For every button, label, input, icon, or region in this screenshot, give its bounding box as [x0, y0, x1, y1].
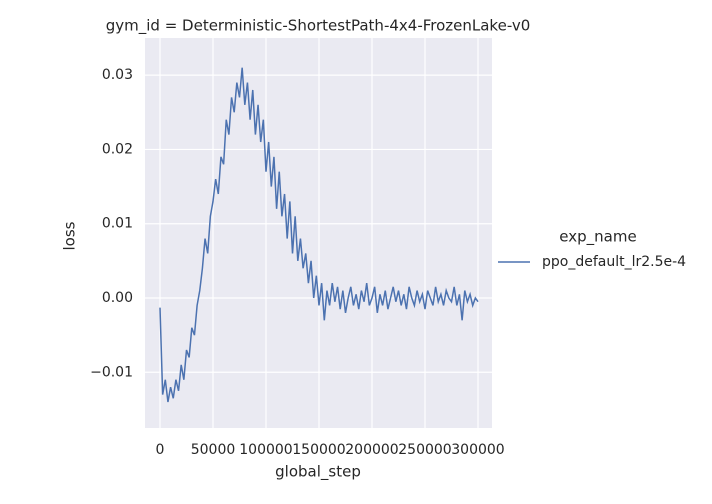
x-tick-label: 250000: [398, 442, 451, 458]
y-tick-label: −0.01: [90, 364, 133, 380]
y-tick-label: 0.03: [102, 67, 133, 83]
data-line: [159, 67, 479, 403]
x-tick-label: 100000: [239, 442, 292, 458]
x-tick-label: 150000: [292, 442, 345, 458]
y-tick-label: 0.01: [102, 216, 133, 232]
y-tick-label: 0.00: [102, 290, 133, 306]
y-axis-label: loss: [61, 221, 79, 250]
x-tick-label: 0: [156, 442, 165, 458]
x-tick-label: 50000: [191, 442, 236, 458]
x-tick-label: 300000: [451, 442, 504, 458]
x-axis-label: global_step: [275, 463, 361, 482]
y-tick-label: 0.02: [102, 141, 133, 157]
legend-label: ppo_default_lr2.5e-4: [542, 254, 686, 270]
legend-title: exp_name: [559, 228, 636, 247]
x-tick-label: 200000: [345, 442, 398, 458]
chart-title: gym_id = Deterministic-ShortestPath-4x4-…: [106, 17, 531, 36]
